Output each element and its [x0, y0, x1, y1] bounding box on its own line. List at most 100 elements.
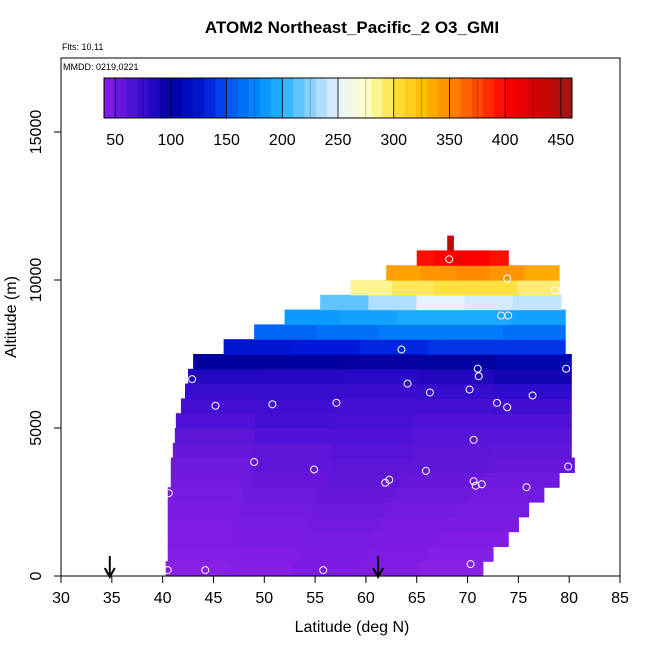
- curtain-cell: [344, 354, 421, 370]
- colorbar-swatch: [293, 78, 306, 118]
- sample-point: [504, 311, 513, 320]
- curtain-cell: [320, 294, 369, 311]
- curtain-cell: [229, 561, 294, 577]
- curtain-cell: [170, 457, 253, 473]
- sample-point: [469, 435, 478, 444]
- curtain-cell: [332, 457, 414, 473]
- curtain-cell: [491, 428, 572, 444]
- sample-point: [385, 475, 394, 484]
- colorbar-tick-label: 100: [158, 132, 185, 149]
- curtain-cell: [412, 428, 493, 444]
- colorbar-tick-label: 250: [325, 132, 352, 149]
- colorbar-tick-label: 450: [548, 132, 575, 149]
- curtain-cell: [494, 368, 572, 385]
- curtain-cell: [292, 561, 357, 577]
- colorbar-swatch: [115, 78, 127, 118]
- axes: 30 35 40 45 50 55 60 65 70 75 80 85 0 5000 10000 15000: [28, 110, 629, 607]
- curtain-cell: [384, 502, 457, 518]
- curtain-cell: [393, 487, 470, 503]
- sample-point: [445, 255, 454, 264]
- x-tick-label: 50: [255, 590, 273, 607]
- colorbar-swatch: [404, 78, 417, 118]
- curtain-cell: [262, 383, 341, 399]
- x-tick-label: 60: [357, 590, 375, 607]
- sample-point: [465, 385, 474, 394]
- colorbar-swatch: [382, 78, 395, 118]
- curtain-cell: [239, 502, 313, 518]
- colorbar-swatch: [505, 78, 517, 118]
- sample-point: [332, 398, 341, 407]
- curtain-cell: [509, 309, 566, 325]
- x-tick-label: 30: [52, 590, 70, 607]
- curtain-cell: [312, 502, 385, 518]
- colorbar-swatch: [560, 78, 573, 118]
- curtain-cell: [427, 546, 494, 562]
- sample-point: [473, 364, 482, 373]
- colorbar-swatch: [538, 78, 551, 118]
- sample-point: [164, 489, 173, 498]
- sample-point: [163, 566, 172, 575]
- curtain-cell: [362, 546, 429, 562]
- colorbar-swatch: [416, 78, 428, 118]
- plot-area: [103, 235, 575, 580]
- curtain-cell: [326, 472, 405, 488]
- colorbar-swatch: [349, 78, 361, 118]
- curtain-cell: [172, 442, 254, 459]
- x-axis-label: Latitude (deg N): [295, 619, 410, 636]
- curtain-cell: [440, 324, 504, 340]
- curtain-cell: [188, 368, 266, 385]
- colorbar-swatch: [393, 78, 406, 118]
- colorbar-swatch: [449, 78, 462, 118]
- colorbar-swatch: [170, 78, 183, 118]
- curtain-cell: [251, 457, 333, 473]
- curtain-cell: [512, 294, 562, 311]
- colorbar-swatch: [260, 78, 272, 118]
- curtain-cell: [489, 250, 509, 266]
- x-tick-label: 40: [154, 590, 172, 607]
- colorbar-swatch: [182, 78, 194, 118]
- curtain-cell: [297, 546, 364, 562]
- curtain-cell: [360, 339, 430, 355]
- sample-point: [381, 478, 390, 487]
- curtain-cell: [167, 531, 237, 547]
- curtain-cell: [386, 265, 422, 281]
- curtain-cell: [307, 516, 379, 533]
- curtain-cell: [417, 368, 496, 385]
- curtain-cell: [332, 442, 413, 459]
- colorbar-swatch: [527, 78, 540, 118]
- curtain-cell: [378, 516, 449, 533]
- sample-point: [319, 566, 328, 575]
- colorbar-tick-label: 400: [492, 132, 519, 149]
- curtain-cell: [378, 324, 442, 340]
- sample-point: [477, 480, 486, 489]
- sample-point: [493, 398, 502, 407]
- curtain-cell: [193, 354, 270, 370]
- curtain-cell: [411, 442, 493, 459]
- curtain-cell: [455, 265, 491, 281]
- colorbar-swatch: [271, 78, 283, 118]
- colorbar-swatch: [148, 78, 161, 118]
- colorbar: 50 100 150 200 250 300 350 400 450: [103, 77, 575, 149]
- sample-point: [201, 566, 210, 575]
- mmdd-label: MMDD: 0219,0221: [63, 62, 139, 72]
- colorbar-swatch: [494, 78, 506, 118]
- sample-point: [425, 388, 434, 397]
- colorbar-swatch: [204, 78, 216, 118]
- curtain-cell: [489, 265, 526, 281]
- curtain-cell: [340, 309, 398, 325]
- colorbar-swatch: [304, 78, 317, 118]
- curtain-cell: [339, 383, 418, 399]
- curtain-cell: [167, 502, 241, 518]
- colorbar-tick-label: 200: [269, 132, 296, 149]
- curtain-cell: [392, 280, 435, 296]
- curtain-cell: [303, 531, 373, 547]
- curtain-cell: [428, 339, 498, 355]
- x-tick-label: 75: [509, 590, 527, 607]
- curtain-cell: [337, 398, 416, 414]
- curtain-cell: [419, 354, 497, 370]
- colorbar-swatch: [248, 78, 261, 118]
- colorbar-swatch: [237, 78, 250, 118]
- curtain-cell: [464, 294, 514, 311]
- colorbar-swatch: [460, 78, 473, 118]
- x-tick-label: 80: [560, 590, 578, 607]
